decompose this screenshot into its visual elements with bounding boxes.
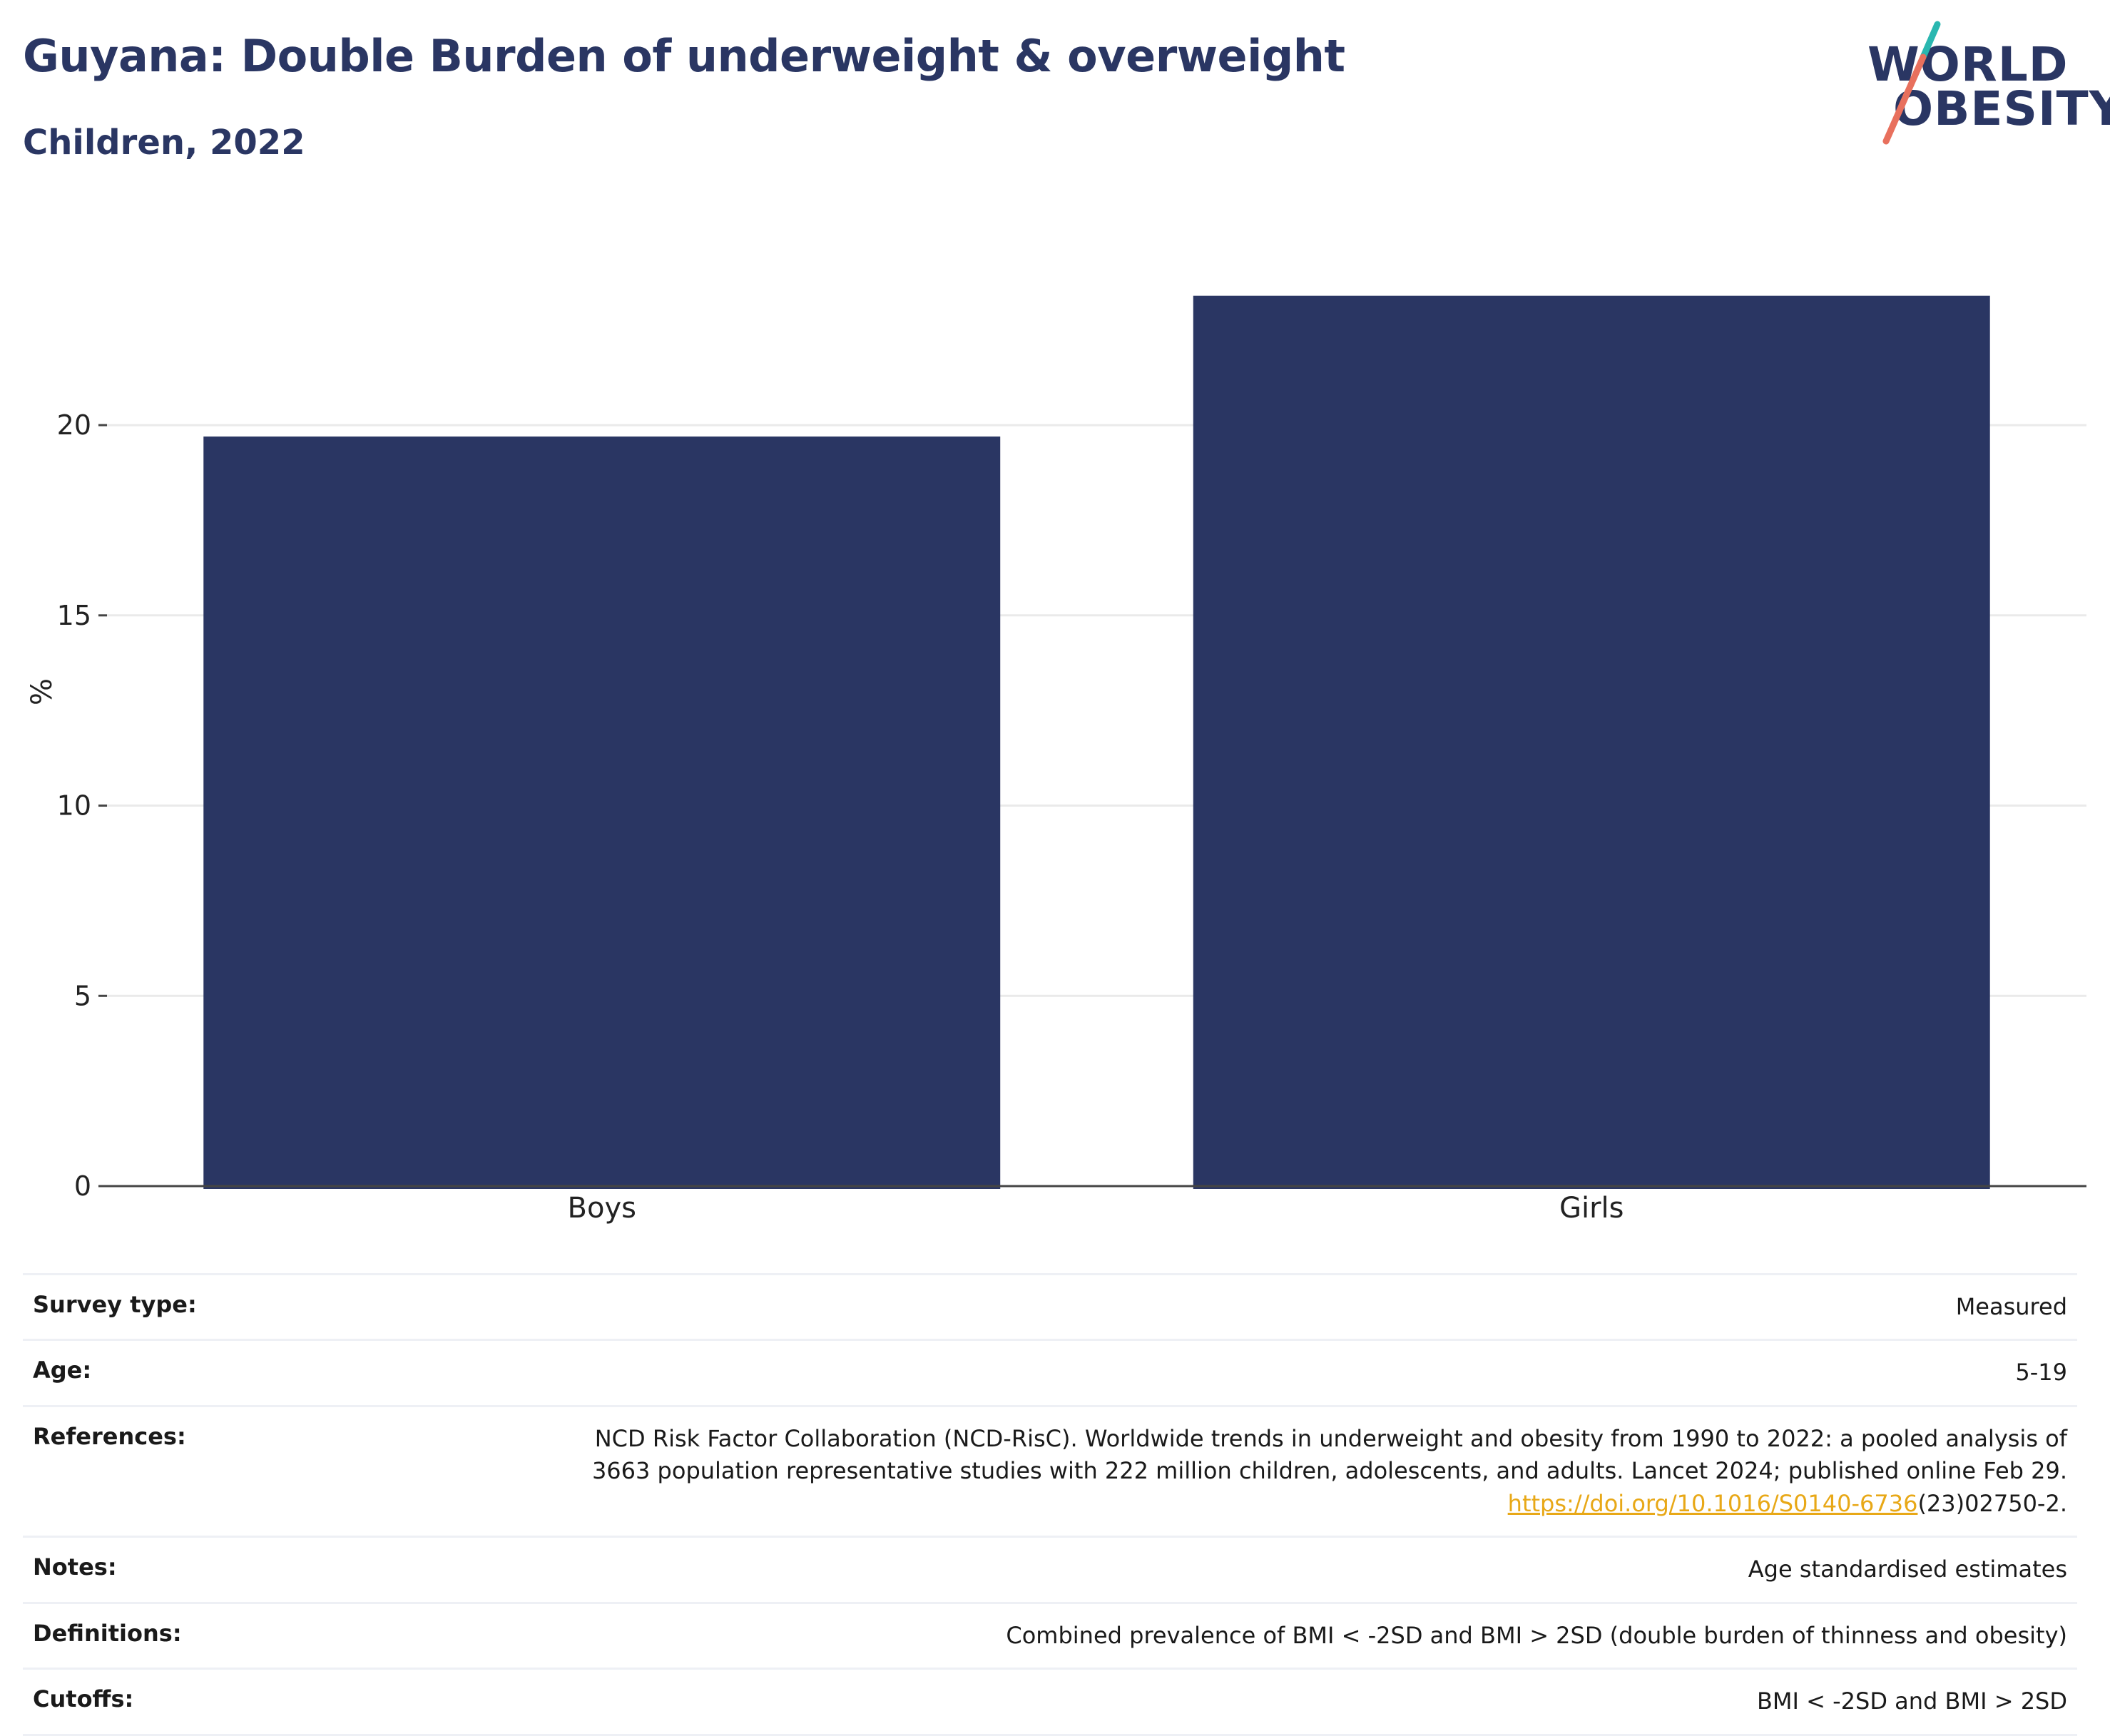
meta-key: Age:	[33, 1357, 92, 1384]
bars	[203, 295, 1990, 1189]
meta-row-cutoffs: Cutoffs: BMI < -2SD and BMI > 2SD	[23, 1668, 2077, 1735]
x-tick-label: Boys	[568, 1192, 636, 1225]
axes: 0 5 10 15 20 Boys Girls	[57, 409, 2086, 1225]
bar-chart: 0 5 10 15 20 Boys Girls %	[26, 295, 2086, 1225]
meta-value: BMI < -2SD and BMI > 2SD	[1756, 1688, 2067, 1715]
x-tick-label: Girls	[1559, 1192, 1624, 1225]
reference-line-2: 3663 population representative studies w…	[591, 1457, 2067, 1485]
metadata-table: Survey type: Measured Age: 5-19 Referenc…	[23, 1273, 2077, 1736]
meta-row-survey-type: Survey type: Measured	[23, 1274, 2077, 1340]
meta-row-references: References: NCD Risk Factor Collaboratio…	[23, 1406, 2077, 1536]
page-subtitle: Children, 2022	[23, 123, 305, 163]
meta-key: Cutoffs:	[33, 1685, 134, 1713]
bar-girls	[1193, 295, 1990, 1189]
meta-row-definitions: Definitions: Combined prevalence of BMI …	[23, 1603, 2077, 1668]
meta-value: Combined prevalence of BMI < -2SD and BM…	[1006, 1621, 2067, 1649]
meta-value: Age standardised estimates	[1748, 1556, 2067, 1583]
meta-row-notes: Notes: Age standardised estimates	[23, 1536, 2077, 1603]
meta-value: NCD Risk Factor Collaboration (NCD-RisC)…	[385, 1406, 2077, 1536]
meta-value: 5-19	[2015, 1359, 2067, 1387]
meta-key: Definitions:	[33, 1619, 182, 1647]
world-obesity-logo: WORLD OBESITY	[1855, 20, 2110, 155]
reference-line-1: NCD Risk Factor Collaboration (NCD-RisC)…	[594, 1424, 2067, 1452]
logo-word-world: WORLD	[1867, 37, 2069, 92]
meta-key: References:	[33, 1422, 186, 1450]
y-axis-label: %	[26, 678, 58, 705]
y-tick-label: 10	[57, 790, 91, 822]
bar-boys	[203, 436, 1001, 1189]
reference-doi-suffix: (23)02750-2.	[1917, 1489, 2067, 1517]
meta-value: Measured	[1955, 1293, 2067, 1320]
logo-slash-icon	[1882, 21, 1941, 145]
y-tick-label: 0	[74, 1170, 91, 1202]
meta-row-age: Age: 5-19	[23, 1339, 2077, 1406]
reference-doi-link[interactable]: https://doi.org/10.1016/S0140-6736	[1507, 1489, 1918, 1517]
y-tick-label: 20	[57, 409, 91, 441]
y-tick-label: 5	[74, 980, 91, 1011]
meta-key: Notes:	[33, 1553, 117, 1581]
logo-word-obesity: OBESITY	[1893, 81, 2110, 136]
page-title: Guyana: Double Burden of underweight & o…	[23, 30, 1345, 82]
meta-key: Survey type:	[33, 1291, 197, 1318]
y-tick-label: 15	[57, 600, 91, 631]
